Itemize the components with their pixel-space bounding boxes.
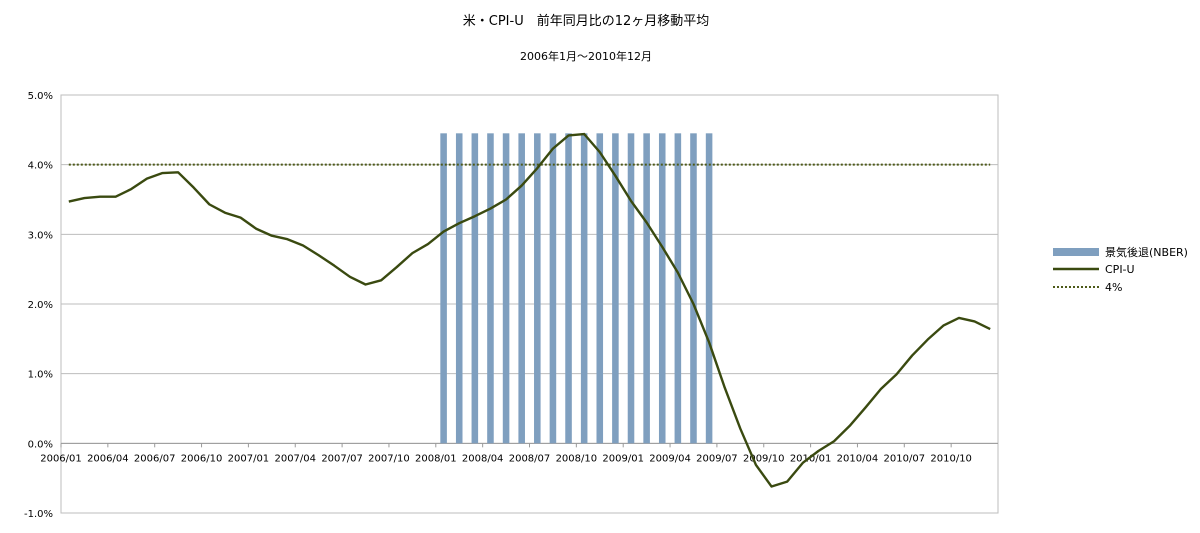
bar [690,133,697,444]
x-tick-label: 2006/07 [134,453,176,464]
bar [674,133,682,444]
bar [643,133,650,444]
x-tick-label: 2009/07 [696,453,738,464]
bar [705,133,713,444]
x-tick-label: 2007/04 [274,453,316,464]
series-line-cpi-u [68,132,991,488]
y-tick-label: 5.0% [28,91,53,102]
bar [627,133,635,444]
x-tick-label: 2010/01 [790,453,832,464]
bar [487,133,494,444]
x-tick-label: 2007/07 [321,453,363,464]
y-tick-label: 0.0% [28,439,53,450]
bar [534,133,541,444]
bar [455,133,463,444]
legend-label: 4% [1105,281,1122,294]
x-tick-label: 2008/04 [462,453,504,464]
x-tick-label: 2010/10 [930,453,972,464]
y-tick-label: 3.0% [28,230,53,241]
x-tick-label: 2009/10 [743,453,785,464]
y-tick-label: 4.0% [28,161,53,172]
bar [658,133,666,444]
x-tick-label: 2006/01 [40,453,82,464]
bar [471,133,479,444]
x-tick-label: 2007/10 [368,453,410,464]
bar [565,133,572,444]
y-tick-label: -1.0% [24,509,53,520]
legend: 景気後退(NBER) CPI-U 4% [1053,245,1188,294]
x-tick-label: 2010/07 [884,453,926,464]
legend-label: CPI-U [1105,263,1135,276]
x-tick-label: 2009/04 [649,453,691,464]
bar [440,133,447,444]
x-tick-label: 2008/07 [509,453,551,464]
bar [518,133,525,444]
bar [612,133,619,444]
chart-title: 米・CPI-U 前年同月比の12ヶ月移動平均 [463,13,710,29]
bar [502,133,510,444]
bar [580,133,588,444]
chart-subtitle: 2006年1月～2010年12月 [520,49,652,63]
bar [596,133,604,444]
x-tick-label: 2009/01 [602,453,644,464]
legend-label: 景気後退(NBER) [1105,245,1188,259]
x-tick-label: 2010/04 [837,453,879,464]
x-tick-label: 2006/04 [87,453,129,464]
legend-swatch-bar [1053,248,1099,256]
x-tick-label: 2008/01 [415,453,457,464]
bar [549,133,557,444]
plot-border [60,94,999,514]
x-tick-label: 2008/10 [556,453,598,464]
plot-area: -1.0% 0.0% 1.0% 2.0% 3.0% 4.0% 5.0% 2006/01 2006… [24,91,999,520]
x-tick-label: 2006/10 [181,453,223,464]
y-tick-label: 2.0% [28,300,53,311]
x-tick-label: 2007/01 [228,453,270,464]
y-tick-label: 1.0% [28,370,53,381]
